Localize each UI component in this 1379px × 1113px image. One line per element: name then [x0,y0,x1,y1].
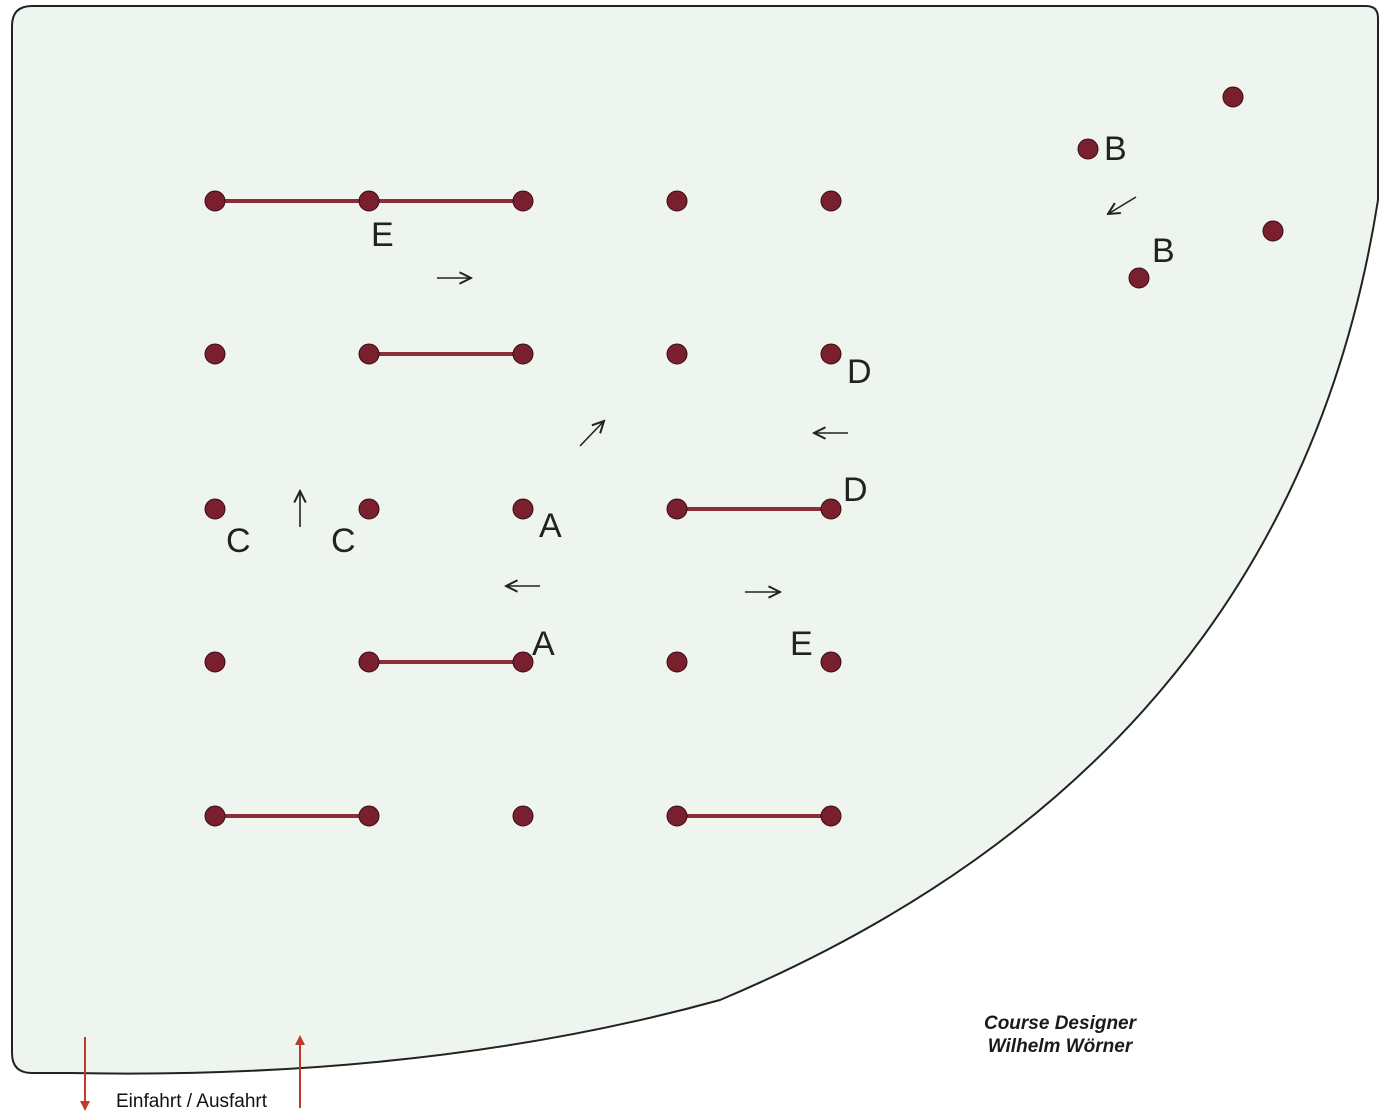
post [1128,267,1150,289]
label-e-mid: E [790,625,813,663]
post [512,343,534,365]
post [820,805,842,827]
entry-exit-arrows [80,1035,305,1111]
label-e-top: E [371,216,394,254]
label-a-lower: A [532,625,555,663]
arena-outline [11,5,1379,1075]
label-c-left: C [226,522,251,560]
post [666,343,688,365]
label-d-upper: D [847,353,872,391]
designer-title: Course Designer [983,1013,1137,1034]
post [512,805,534,827]
label-c-right: C [331,522,356,560]
label-b-lower: B [1152,232,1175,270]
post [820,651,842,673]
post [666,805,688,827]
post [666,498,688,520]
label-a-upper: A [539,507,562,545]
post [512,498,534,520]
entry-exit-label: Einfahrt / Ausfahrt [116,1091,268,1112]
post [204,190,226,212]
post [204,805,226,827]
post [666,190,688,212]
post [204,651,226,673]
arrow-down-left-icon [1108,196,1137,214]
arrow-up-right-icon [579,421,604,447]
post [204,343,226,365]
post [358,498,380,520]
post [358,343,380,365]
post [1077,138,1099,160]
post [820,190,842,212]
post [358,805,380,827]
fence-posts [204,86,1284,827]
post [204,498,226,520]
post [358,190,380,212]
post [820,343,842,365]
post [358,651,380,673]
post [666,651,688,673]
designer-name: Wilhelm Wörner [987,1036,1133,1057]
direction-arrows [300,196,1137,592]
label-b-upper: B [1104,130,1127,168]
post [512,190,534,212]
post [820,498,842,520]
post [512,651,534,673]
post [1262,220,1284,242]
course-designer-credit: Course Designer Wilhelm Wörner [930,1012,1190,1058]
label-d-lower: D [843,471,868,509]
post [1222,86,1244,108]
